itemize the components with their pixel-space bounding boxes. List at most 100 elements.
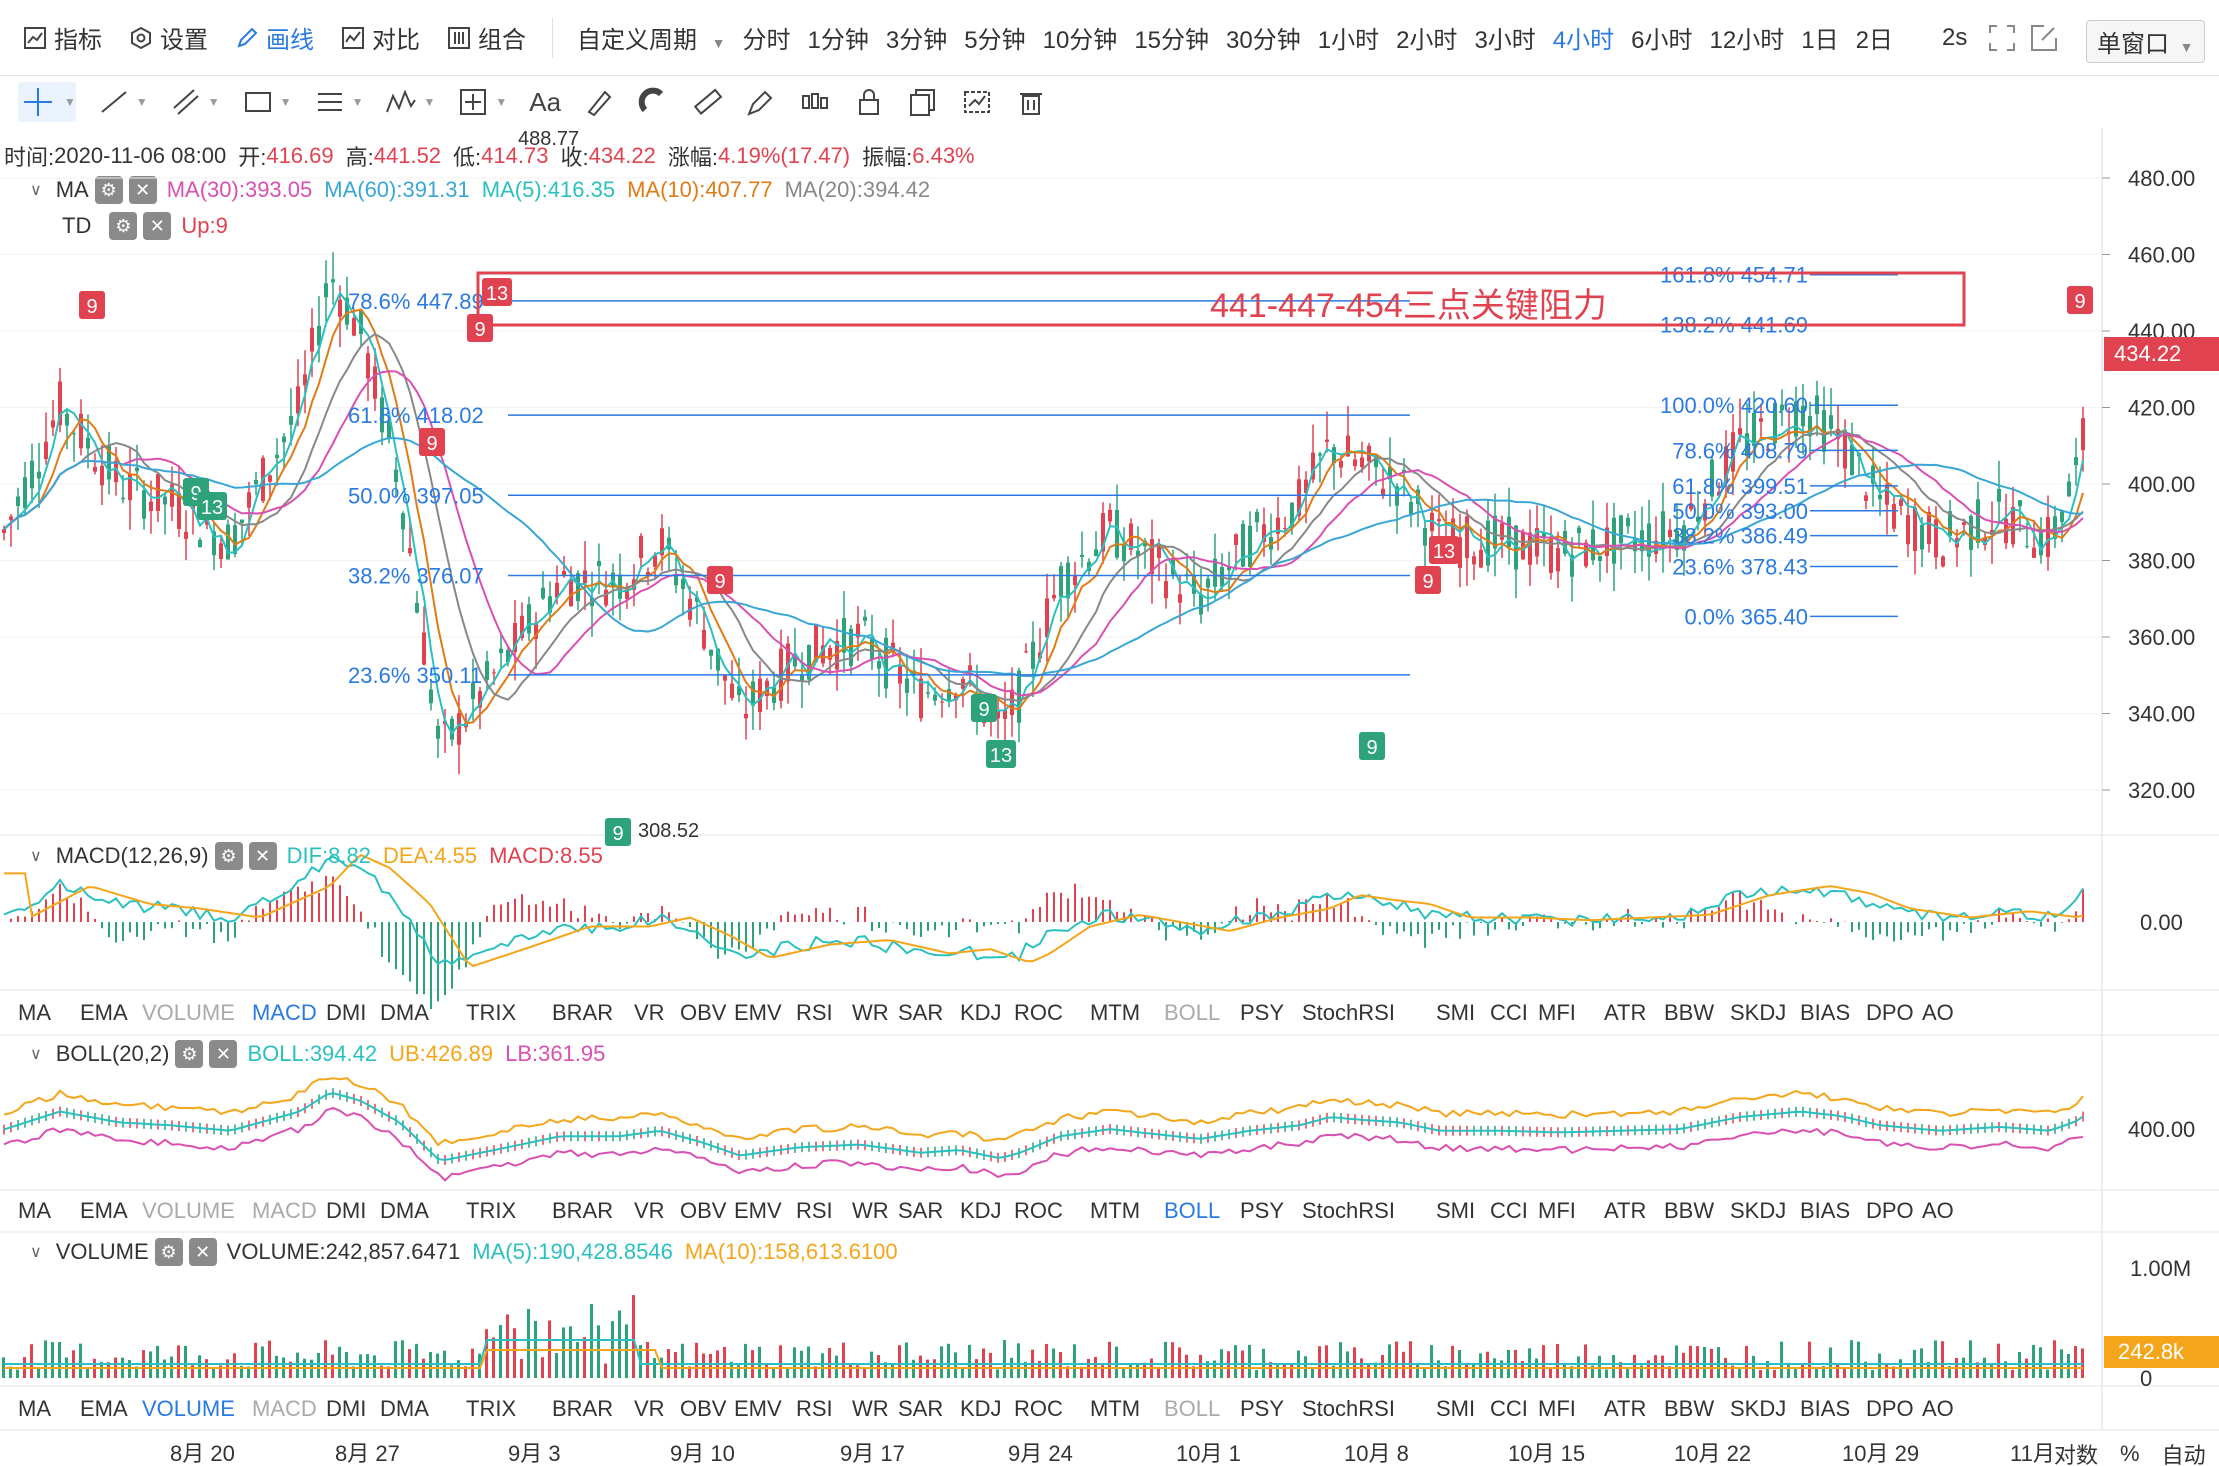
indicator-button[interactable]: 指标 [22,20,102,55]
indicator-tab-ema[interactable]: EMA [80,1000,128,1025]
indicator-tab-macd[interactable]: MACD [252,1396,317,1421]
indicator-tab-atr[interactable]: ATR [1604,1198,1647,1223]
popout-window-icon[interactable] [2030,24,2058,57]
gear-icon[interactable]: ⚙ [94,176,123,204]
refresh-interval[interactable]: 2s [1942,24,1967,52]
window-mode-select[interactable]: 单窗口 ▼ [2086,20,2205,63]
gear-icon[interactable]: ⚙ [214,842,243,870]
indicator-tab-wr[interactable]: WR [852,1000,889,1025]
period-12[interactable]: 12小时 [1709,27,1785,54]
period-7[interactable]: 1小时 [1317,27,1380,54]
indicator-tab-brar[interactable]: BRAR [552,1000,614,1025]
period-1[interactable]: 1分钟 [807,27,869,54]
indicator-tab-ema[interactable]: EMA [80,1396,128,1421]
indicator-tab-stochrsi[interactable]: StochRSI [1302,1198,1395,1223]
gear-icon[interactable]: ⚙ [175,1040,204,1068]
indicator-tab-dpo[interactable]: DPO [1866,1396,1914,1421]
indicator-tab-stochrsi[interactable]: StochRSI [1302,1396,1395,1421]
copy-tool[interactable] [907,86,939,118]
indicator-tab-brar[interactable]: BRAR [552,1198,614,1223]
indicator-tab-sar[interactable]: SAR [898,1396,944,1421]
indicator-tab-cci[interactable]: CCI [1490,1198,1528,1223]
indicator-tab-trix[interactable]: TRIX [466,1198,517,1223]
lock-tool[interactable] [853,86,885,118]
period-14[interactable]: 2日 [1855,27,1893,54]
screenshot-tool[interactable] [961,86,993,118]
collapse-chevron-icon[interactable]: ∨ [30,1046,42,1063]
indicator-tab-ma[interactable]: MA [18,1198,51,1223]
indicator-tab-skdj[interactable]: SKDJ [1730,1198,1787,1223]
indicator-tab-ma[interactable]: MA [18,1000,51,1025]
indicator-tab-smi[interactable]: SMI [1436,1198,1476,1223]
indicator-tab-mfi[interactable]: MFI [1538,1198,1576,1223]
indicator-tab-cci[interactable]: CCI [1490,1000,1528,1025]
indicator-tab-dmi[interactable]: DMI [326,1198,367,1223]
indicator-tab-trix[interactable]: TRIX [466,1396,517,1421]
indicator-tab-psy[interactable]: PSY [1240,1000,1285,1025]
text-tool[interactable]: Aa [529,87,561,118]
close-icon[interactable]: ✕ [143,212,172,240]
close-icon[interactable]: ✕ [128,176,157,204]
indicator-tab-macd[interactable]: MACD [252,1000,317,1025]
indicator-tab-atr[interactable]: ATR [1604,1396,1647,1421]
indicator-tab-bbw[interactable]: BBW [1664,1000,1715,1025]
indicator-tab-boll[interactable]: BOLL [1164,1396,1221,1421]
close-icon[interactable]: ✕ [209,1040,238,1068]
indicator-tab-bbw[interactable]: BBW [1664,1396,1715,1421]
indicator-tab-vr[interactable]: VR [634,1000,665,1025]
ruler-tool[interactable] [691,86,723,118]
channel-tool[interactable]: ▼ [170,86,220,118]
indicator-tab-dma[interactable]: DMA [380,1000,429,1025]
gear-icon[interactable]: ⚙ [109,212,138,240]
indicator-tab-volume[interactable]: VOLUME [142,1198,235,1223]
indicator-tab-skdj[interactable]: SKDJ [1730,1396,1787,1421]
indicator-tab-dma[interactable]: DMA [380,1198,429,1223]
indicator-tab-wr[interactable]: WR [852,1198,889,1223]
indicator-tab-ao[interactable]: AO [1922,1000,1954,1025]
custom-period-dropdown[interactable]: 自定义周期 ▼ [577,20,726,55]
combine-button[interactable]: 组合 [446,20,526,55]
period-9[interactable]: 3小时 [1474,27,1536,54]
indicator-tab-volume[interactable]: VOLUME [142,1396,235,1421]
indicator-tab-ao[interactable]: AO [1922,1198,1954,1223]
indicator-tab-sar[interactable]: SAR [898,1198,944,1223]
log-scale-toggle[interactable]: 对数 [2054,1443,2099,1466]
collapse-chevron-icon[interactable]: ∨ [30,1244,42,1261]
settings-button[interactable]: 设置 [128,20,208,55]
indicator-tab-skdj[interactable]: SKDJ [1730,1000,1787,1025]
indicator-tab-vr[interactable]: VR [634,1198,665,1223]
indicator-tab-emv[interactable]: EMV [734,1198,782,1223]
indicator-tab-obv[interactable]: OBV [680,1396,727,1421]
indicator-tab-ma[interactable]: MA [18,1396,51,1421]
indicator-tab-mfi[interactable]: MFI [1538,1000,1576,1025]
indicator-tab-dmi[interactable]: DMI [326,1396,367,1421]
period-4[interactable]: 10分钟 [1042,27,1118,54]
fib-tool[interactable]: ▼ [314,86,363,118]
indicator-tab-trix[interactable]: TRIX [466,1000,517,1025]
indicator-tab-cci[interactable]: CCI [1490,1396,1528,1421]
indicator-tab-kdj[interactable]: KDJ [960,1198,1002,1223]
indicator-tab-ao[interactable]: AO [1922,1396,1954,1421]
period-10[interactable]: 4小时 [1552,27,1615,54]
indicator-tab-mtm[interactable]: MTM [1090,1396,1141,1421]
indicator-tab-bias[interactable]: BIAS [1800,1396,1851,1421]
period-3[interactable]: 5分钟 [964,27,1026,54]
indicator-tab-volume[interactable]: VOLUME [142,1000,235,1025]
indicator-tab-roc[interactable]: ROC [1014,1198,1063,1223]
indicator-tab-mfi[interactable]: MFI [1538,1396,1576,1421]
indicator-tab-bias[interactable]: BIAS [1800,1198,1851,1223]
magnet-tool[interactable] [637,86,669,118]
wave-tool[interactable]: ▼ [385,86,435,118]
indicator-tab-roc[interactable]: ROC [1014,1000,1063,1025]
indicator-tab-obv[interactable]: OBV [680,1198,727,1223]
period-11[interactable]: 6小时 [1631,27,1693,54]
indicator-tab-boll[interactable]: BOLL [1164,1198,1221,1223]
indicator-tab-vr[interactable]: VR [634,1396,665,1421]
indicator-tab-mtm[interactable]: MTM [1090,1198,1141,1223]
indicator-tab-wr[interactable]: WR [852,1396,889,1421]
indicator-tab-emv[interactable]: EMV [734,1000,782,1025]
crosshair-tool[interactable]: ▼ [18,82,76,122]
close-icon[interactable]: ✕ [188,1238,217,1266]
period-6[interactable]: 30分钟 [1226,27,1301,54]
